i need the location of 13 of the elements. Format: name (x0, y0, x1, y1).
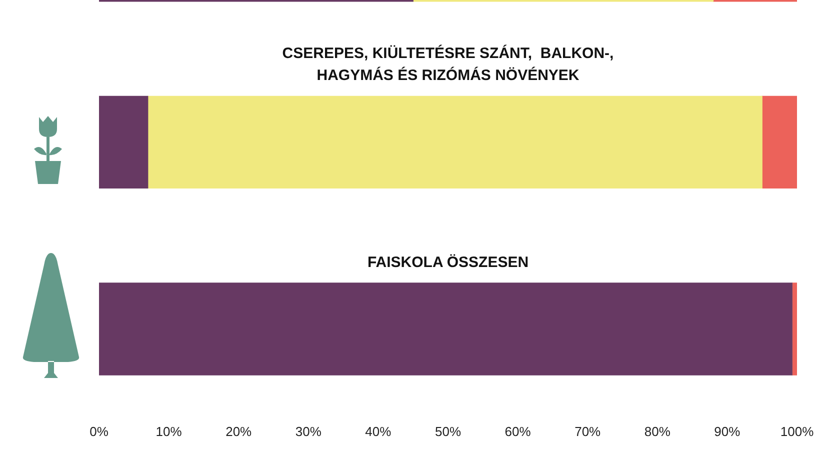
y-tick-label: CSEREPES, KIÜLTETÉSRE SZÁNT, BALKON-, HAGYMÁS ÉS RIZÓMÁS NÖVÉNYEK (282, 44, 614, 84)
y-tick-label: FAISKOLA ÖSSZESEN (367, 254, 529, 271)
x-tick-label: 20% (226, 424, 252, 439)
x-tick-label: 40% (365, 424, 392, 439)
x-tick-label: 60% (504, 424, 532, 439)
x-tick-label: 80% (644, 424, 671, 439)
x-tick-label: 10% (156, 424, 182, 439)
x-tick-label: 70% (574, 424, 602, 439)
x-tick-label: 50% (434, 424, 462, 439)
x-tick-label: 0% (90, 424, 109, 439)
x-tick-label: 100% (780, 424, 814, 439)
x-tick-label: 90% (714, 424, 741, 439)
x-tick-label: 30% (295, 424, 322, 439)
